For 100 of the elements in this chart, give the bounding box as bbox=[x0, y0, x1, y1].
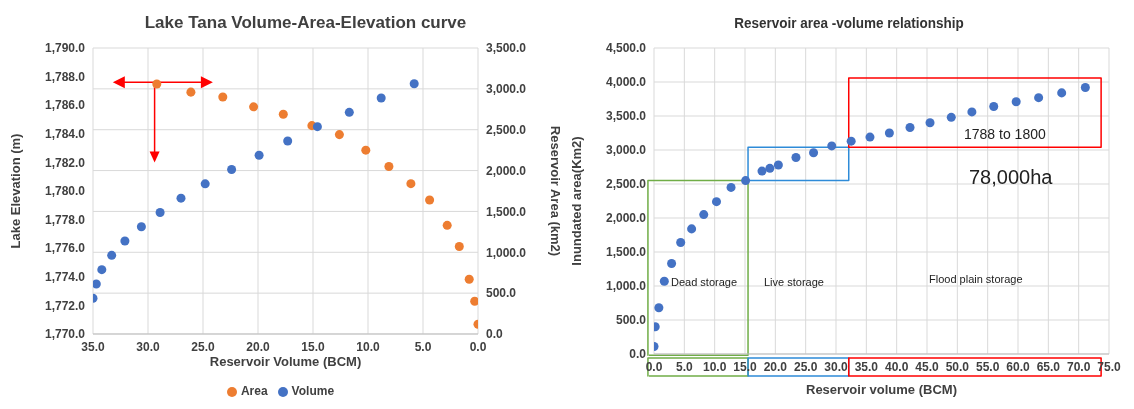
legend-label: Area bbox=[240, 384, 268, 398]
point bbox=[676, 237, 686, 247]
y-tick-label: 500.0 bbox=[615, 313, 647, 328]
point bbox=[344, 107, 354, 117]
x-tick-label: 45.0 bbox=[915, 359, 939, 374]
point bbox=[773, 160, 783, 170]
x-tick-label: 15.0 bbox=[301, 339, 325, 354]
point bbox=[136, 222, 146, 232]
x-axis-title: Reservoir Volume (BCM) bbox=[209, 354, 362, 369]
point bbox=[989, 101, 999, 111]
point bbox=[765, 163, 775, 173]
x-tick-label: 35.0 bbox=[81, 339, 105, 354]
x-tick-label: 35.0 bbox=[854, 359, 879, 374]
x-tick-label: 10.0 bbox=[702, 359, 727, 374]
point bbox=[409, 79, 419, 89]
point bbox=[312, 122, 322, 132]
x-tick-label: 0.0 bbox=[469, 339, 487, 354]
point bbox=[1034, 93, 1044, 103]
point bbox=[827, 141, 837, 151]
point bbox=[925, 118, 935, 128]
point bbox=[406, 179, 416, 189]
annotation: Live storage bbox=[764, 276, 824, 288]
point bbox=[846, 136, 856, 146]
y2-tick-label: 2,500.0 bbox=[486, 122, 527, 137]
point bbox=[442, 220, 452, 230]
point bbox=[884, 128, 894, 138]
y-axis-title: Lake Elevation (m) bbox=[7, 133, 23, 249]
y-tick-label: 1,784.0 bbox=[44, 127, 86, 142]
y2-tick-label: 1,000.0 bbox=[486, 245, 527, 260]
point bbox=[176, 193, 186, 203]
point bbox=[711, 197, 721, 207]
x-tick-label: 5.0 bbox=[675, 359, 693, 374]
chart-title: Reservoir area -volume relationship bbox=[733, 13, 965, 33]
x-tick-label: 40.0 bbox=[884, 359, 909, 374]
y2-tick-label: 3,500.0 bbox=[486, 41, 527, 56]
point bbox=[687, 224, 697, 234]
y-tick-label: 2,000.0 bbox=[605, 211, 647, 226]
y-tick-label: 4,000.0 bbox=[605, 75, 647, 90]
point bbox=[425, 195, 435, 205]
y-tick-label: 1,500.0 bbox=[605, 245, 647, 260]
point bbox=[454, 242, 464, 252]
x-tick-label: 30.0 bbox=[136, 339, 160, 354]
point bbox=[791, 152, 801, 162]
point bbox=[464, 274, 474, 284]
x-tick-label: 70.0 bbox=[1066, 359, 1091, 374]
point bbox=[254, 150, 264, 160]
point bbox=[699, 210, 709, 220]
y-tick-label: 3,000.0 bbox=[605, 143, 647, 158]
x-tick-label: 50.0 bbox=[945, 359, 970, 374]
x-tick-label: 30.0 bbox=[824, 359, 848, 374]
point bbox=[218, 92, 228, 102]
x-tick-label: 20.0 bbox=[246, 339, 270, 354]
point bbox=[1011, 97, 1021, 107]
y-tick-label: 1,772.0 bbox=[44, 298, 86, 313]
x-tick-label: 20.0 bbox=[763, 359, 788, 374]
annotation: Flood plain storage bbox=[929, 273, 1023, 285]
y-axis-title: Inundated area(Km2) bbox=[568, 136, 584, 266]
y2-axis-title: Reservoir Area (km2) bbox=[548, 125, 564, 257]
point bbox=[93, 279, 101, 289]
point bbox=[741, 176, 751, 186]
y2-tick-label: 500.0 bbox=[486, 286, 517, 301]
point bbox=[470, 296, 478, 306]
y2-tick-label: 3,000.0 bbox=[486, 82, 527, 97]
point bbox=[659, 276, 669, 286]
point bbox=[667, 259, 677, 269]
point bbox=[155, 207, 165, 217]
point bbox=[865, 132, 875, 142]
y-tick-label: 4,500.0 bbox=[605, 41, 647, 56]
point bbox=[361, 145, 371, 155]
point bbox=[107, 250, 117, 260]
x-tick-label: 5.0 bbox=[414, 339, 432, 354]
y2-tick-label: 0.0 bbox=[486, 327, 504, 342]
point bbox=[1057, 88, 1067, 98]
annotation: Dead storage bbox=[671, 276, 738, 288]
point bbox=[120, 236, 130, 246]
annotation: 78,000ha bbox=[969, 166, 1053, 189]
point bbox=[376, 93, 386, 103]
chart-title: Lake Tana Volume-Area-Elevation curve bbox=[143, 12, 468, 34]
point bbox=[227, 165, 237, 175]
y-tick-label: 1,790.0 bbox=[44, 41, 86, 56]
point bbox=[1080, 82, 1090, 92]
x-tick-label: 65.0 bbox=[1036, 359, 1061, 374]
y-tick-label: 1,774.0 bbox=[44, 270, 86, 285]
y-tick-label: 1,788.0 bbox=[44, 69, 86, 84]
point bbox=[726, 182, 736, 192]
legend-label: Volume bbox=[291, 384, 335, 398]
point bbox=[249, 102, 259, 112]
x-tick-label: 25.0 bbox=[793, 359, 818, 374]
y-tick-label: 1,778.0 bbox=[44, 212, 86, 227]
annotation: 1788 to 1800 bbox=[964, 126, 1046, 142]
x-tick-label: 55.0 bbox=[975, 359, 1000, 374]
y-tick-label: 1,776.0 bbox=[44, 241, 86, 256]
point bbox=[967, 107, 977, 117]
x-tick-label: 25.0 bbox=[191, 339, 215, 354]
y2-tick-label: 1,500.0 bbox=[486, 204, 527, 219]
point bbox=[334, 130, 344, 140]
y-tick-label: 2,500.0 bbox=[605, 177, 647, 192]
y-tick-label: 1,770.0 bbox=[44, 327, 86, 342]
point bbox=[384, 161, 394, 171]
y-tick-label: 1,780.0 bbox=[44, 184, 86, 199]
